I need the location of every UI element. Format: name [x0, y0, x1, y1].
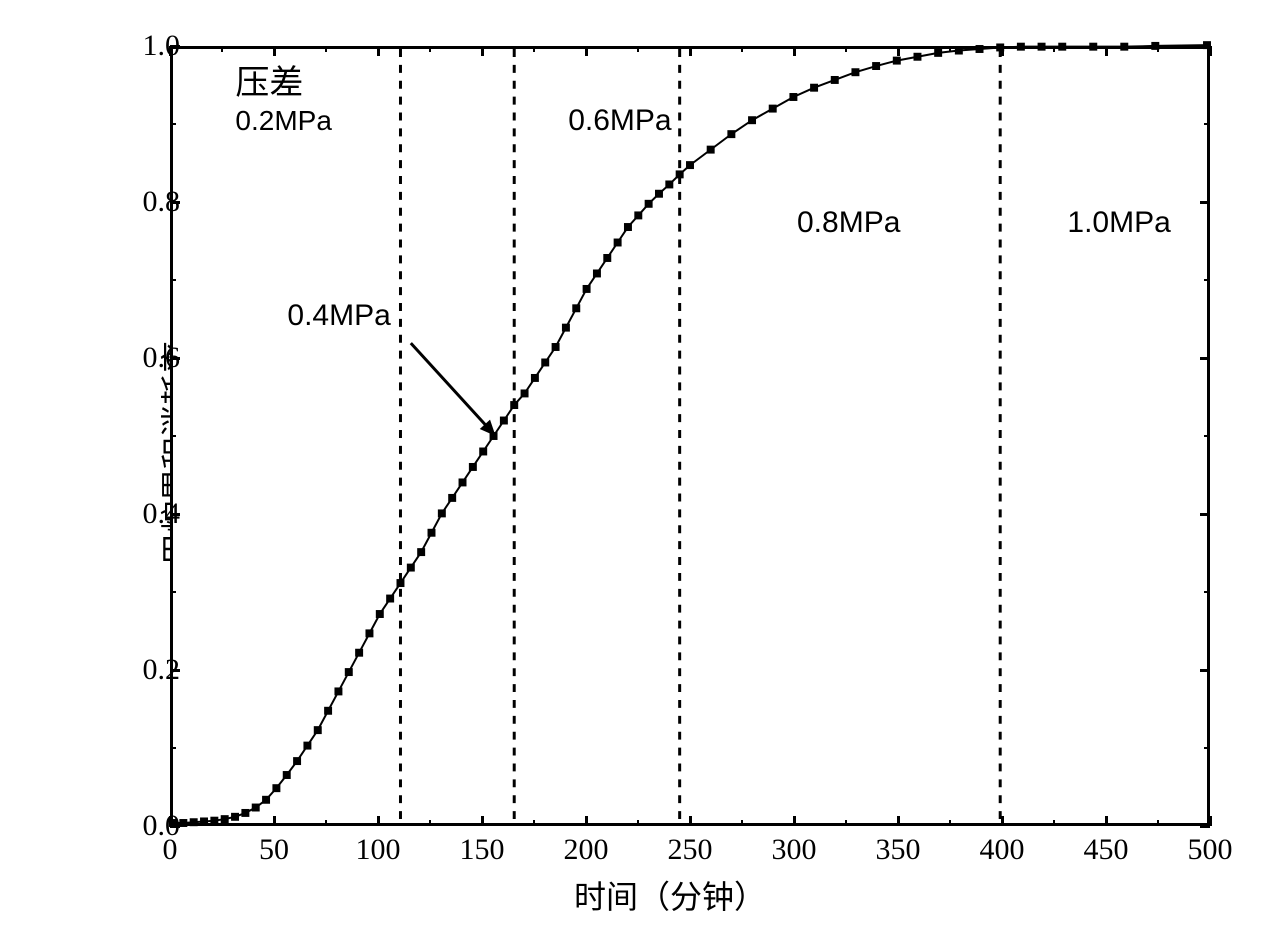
data-marker — [810, 84, 818, 92]
chart-annotation: 0.2MPa — [235, 105, 332, 137]
x-tick-label: 150 — [460, 833, 505, 867]
data-marker — [231, 813, 239, 821]
data-marker — [541, 359, 549, 367]
chart-annotation: 压差 — [235, 55, 303, 104]
chart-svg — [173, 49, 1207, 823]
data-marker — [665, 180, 673, 188]
data-marker — [872, 62, 880, 70]
data-marker — [583, 285, 591, 293]
x-axis-label: 时间（分钟） — [574, 872, 766, 918]
x-tick-label: 50 — [259, 833, 289, 867]
annotation-arrow — [411, 343, 496, 436]
x-tick-label: 300 — [772, 833, 817, 867]
data-marker — [614, 239, 622, 247]
data-marker — [407, 564, 415, 572]
data-marker — [976, 45, 984, 53]
data-marker — [727, 130, 735, 138]
data-marker — [934, 49, 942, 57]
data-marker — [459, 478, 467, 486]
data-marker — [893, 57, 901, 65]
data-marker — [190, 818, 198, 826]
data-marker — [624, 223, 632, 231]
data-marker — [283, 771, 291, 779]
data-marker — [707, 146, 715, 154]
data-marker — [510, 401, 518, 409]
data-marker — [851, 68, 859, 76]
data-marker — [303, 742, 311, 750]
data-marker — [955, 47, 963, 55]
data-marker — [1120, 43, 1128, 51]
x-tick-label: 100 — [356, 833, 401, 867]
data-marker — [1089, 43, 1097, 51]
data-marker — [417, 548, 425, 556]
data-marker — [376, 610, 384, 618]
x-tick-label: 200 — [564, 833, 609, 867]
x-tick-label: 350 — [876, 833, 921, 867]
data-marker — [634, 211, 642, 219]
data-marker — [345, 668, 353, 676]
chart-annotation: 0.6MPa — [568, 104, 671, 138]
data-marker — [479, 448, 487, 456]
data-marker — [531, 374, 539, 382]
data-marker — [1017, 43, 1025, 51]
data-marker — [645, 200, 653, 208]
data-marker — [252, 804, 260, 812]
x-tick-label: 500 — [1188, 833, 1233, 867]
data-marker — [334, 687, 342, 695]
data-marker — [686, 161, 694, 169]
data-marker — [210, 817, 218, 825]
data-marker — [500, 417, 508, 425]
data-marker — [272, 784, 280, 792]
data-marker — [572, 304, 580, 312]
x-tick-label: 250 — [668, 833, 713, 867]
data-marker — [386, 595, 394, 603]
data-marker — [293, 757, 301, 765]
data-marker — [593, 269, 601, 277]
x-tick-label: 450 — [1084, 833, 1129, 867]
data-marker — [562, 324, 570, 332]
data-marker — [655, 190, 663, 198]
data-marker — [314, 726, 322, 734]
data-marker — [428, 529, 436, 537]
data-marker — [831, 76, 839, 84]
data-marker — [179, 819, 187, 827]
data-marker — [769, 105, 777, 113]
x-tick-label: 0 — [163, 833, 178, 867]
data-marker — [438, 509, 446, 517]
chart-annotation: 0.4MPa — [287, 299, 390, 333]
data-marker — [748, 116, 756, 124]
plot-area: 压差0.2MPa 0.6MPa 0.8MPa 1.0MPa 0.4MPa — [170, 46, 1210, 826]
data-marker — [355, 649, 363, 657]
data-marker — [789, 93, 797, 101]
data-marker — [521, 389, 529, 397]
data-marker — [552, 343, 560, 351]
data-marker — [603, 254, 611, 262]
data-marker — [448, 494, 456, 502]
data-marker — [241, 809, 249, 817]
data-marker — [397, 579, 405, 587]
x-tick-label: 400 — [980, 833, 1025, 867]
data-marker — [914, 53, 922, 61]
data-marker — [365, 629, 373, 637]
data-marker — [324, 707, 332, 715]
data-marker — [1038, 43, 1046, 51]
chart-container: 甲烷累积消耗率 压差0.2MPa0.6MPa0.8MPa1.0MPa0.4MPa… — [110, 28, 1230, 878]
chart-annotation: 0.8MPa — [797, 206, 900, 240]
data-marker — [676, 170, 684, 178]
data-marker — [469, 463, 477, 471]
data-marker — [200, 817, 208, 825]
data-marker — [262, 796, 270, 804]
chart-annotation: 1.0MPa — [1067, 206, 1170, 240]
data-marker — [1058, 43, 1066, 51]
